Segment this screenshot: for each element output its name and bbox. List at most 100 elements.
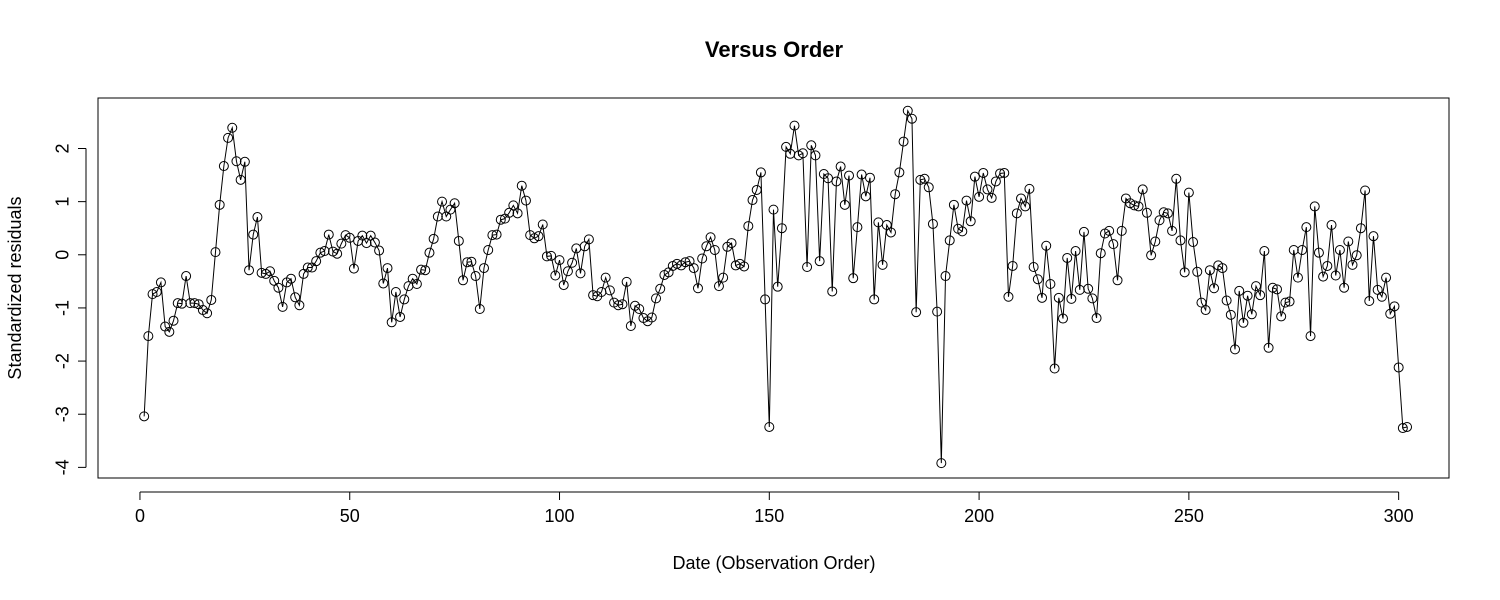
chart-title: Versus Order — [705, 37, 844, 62]
data-point — [1158, 207, 1169, 218]
data-point — [378, 278, 389, 289]
data-point — [898, 136, 909, 147]
y-tick-label: 0 — [53, 250, 73, 260]
data-point — [965, 216, 976, 227]
data-point — [705, 232, 716, 243]
data-point — [1259, 246, 1270, 257]
data-point — [1368, 231, 1379, 242]
data-point — [848, 273, 859, 284]
x-tick-label: 100 — [544, 506, 574, 526]
data-point — [223, 132, 234, 143]
data-point — [634, 303, 645, 314]
data-point — [420, 265, 431, 276]
data-point — [151, 286, 162, 297]
data-point — [302, 262, 313, 273]
data-point — [1297, 245, 1308, 255]
data-point — [718, 272, 729, 283]
data-point — [936, 458, 947, 469]
data-point — [1045, 279, 1056, 290]
data-point — [969, 171, 980, 182]
data-point — [1003, 291, 1014, 302]
data-point — [550, 270, 561, 281]
data-point — [1393, 362, 1404, 373]
data-point — [680, 257, 691, 268]
data-point — [520, 195, 531, 206]
data-point — [244, 265, 255, 276]
y-axis: -4 -3 -2 -1 0 1 2 — [53, 143, 87, 475]
data-point — [265, 266, 276, 277]
data-point — [789, 120, 800, 131]
data-point — [1288, 245, 1299, 255]
data-point — [1225, 309, 1236, 320]
data-point — [516, 180, 527, 191]
data-point — [252, 212, 263, 223]
data-point — [600, 272, 611, 283]
data-point — [1330, 270, 1341, 281]
data-point — [957, 226, 968, 237]
data-point — [155, 277, 166, 288]
data-point — [172, 298, 183, 309]
data-point — [432, 211, 443, 222]
data-point — [512, 208, 523, 219]
data-point — [835, 161, 846, 172]
data-point — [730, 260, 741, 271]
data-point — [751, 184, 762, 195]
data-point — [491, 229, 502, 240]
data-point — [466, 256, 477, 267]
data-point — [1334, 245, 1345, 255]
data-point — [474, 303, 485, 314]
x-axis: 0 50 100 150 200 250 300 — [135, 491, 1414, 526]
data-point — [541, 251, 552, 262]
data-point — [1389, 301, 1400, 312]
x-tick-label: 200 — [964, 506, 994, 526]
data-point — [923, 182, 934, 193]
data-point — [1179, 267, 1190, 278]
data-point — [1309, 201, 1320, 212]
data-point — [1162, 208, 1173, 219]
data-point — [1381, 272, 1392, 283]
data-point — [483, 245, 494, 255]
data-point — [231, 156, 242, 167]
data-point — [428, 233, 439, 244]
data-point — [1141, 207, 1152, 218]
data-point — [1032, 274, 1043, 285]
data-point — [604, 285, 615, 296]
data-point — [877, 259, 888, 270]
data-point — [701, 241, 712, 252]
series-line — [143, 109, 1408, 464]
data-point — [999, 167, 1010, 178]
data-point — [189, 298, 200, 309]
data-point — [1292, 272, 1303, 283]
data-point — [319, 246, 330, 257]
data-point — [1238, 317, 1249, 328]
data-point — [470, 271, 481, 282]
data-point — [567, 257, 578, 268]
data-point — [504, 207, 515, 218]
data-point — [1234, 285, 1245, 296]
y-tick-label: -2 — [53, 353, 73, 369]
data-point — [143, 331, 154, 342]
data-point — [894, 167, 905, 178]
data-point — [865, 172, 875, 183]
plot-frame — [97, 97, 1450, 479]
data-point — [168, 315, 179, 326]
x-axis-label: Date (Observation Order) — [672, 553, 875, 573]
data-point — [273, 282, 284, 293]
data-point — [1204, 265, 1215, 276]
data-point — [437, 196, 448, 207]
data-point — [185, 298, 196, 309]
x-tick-label: 50 — [340, 506, 360, 526]
x-tick-label: 0 — [135, 506, 145, 526]
data-point — [382, 263, 393, 274]
data-point — [361, 238, 372, 249]
data-point — [588, 290, 599, 301]
y-tick-label: -3 — [53, 406, 73, 422]
data-point — [1280, 297, 1291, 308]
data-point — [726, 238, 737, 249]
data-point — [210, 247, 221, 258]
data-point — [869, 294, 880, 305]
data-point — [747, 195, 758, 206]
data-point — [902, 105, 913, 116]
y-tick-label: 2 — [53, 143, 73, 153]
x-tick-label: 300 — [1384, 506, 1414, 526]
